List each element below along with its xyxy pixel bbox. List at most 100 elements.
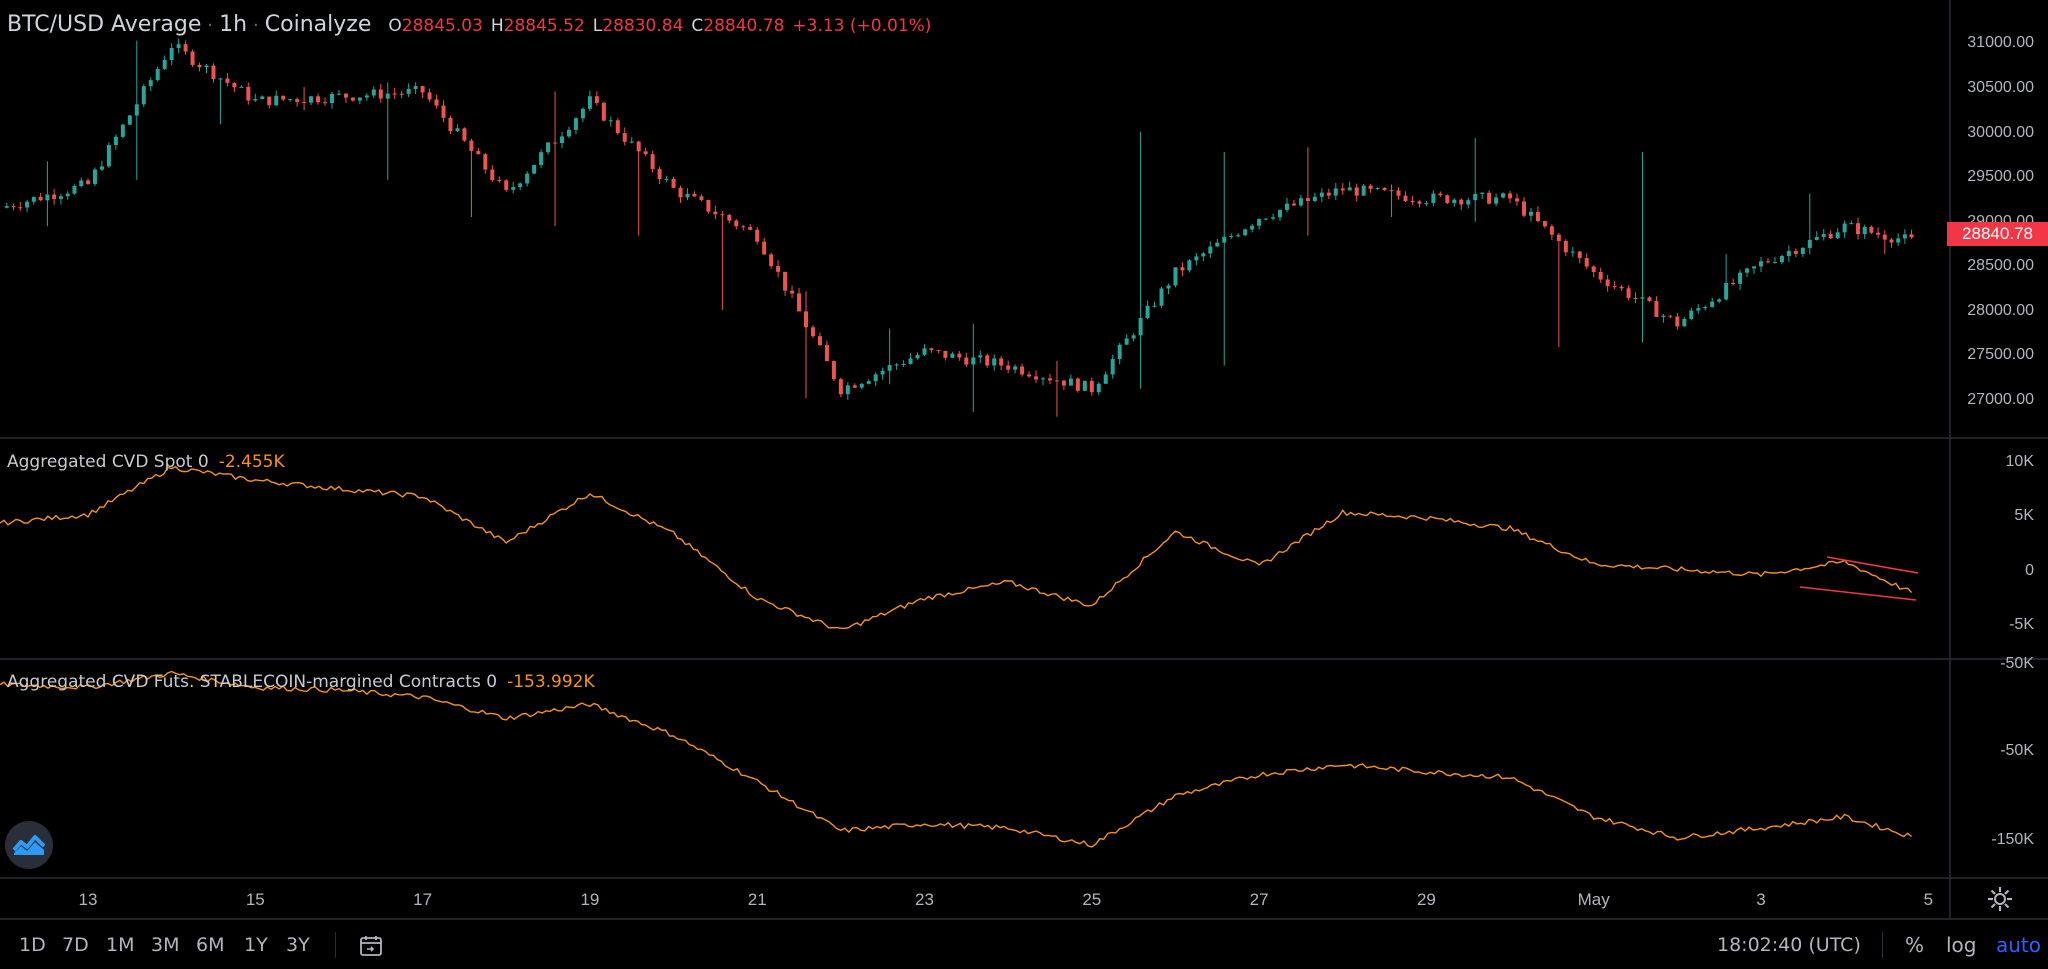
price-pane[interactable] (4, 38, 1914, 417)
candle-body[interactable] (852, 385, 857, 388)
candle-body[interactable] (1403, 195, 1408, 202)
cvd-futs-legend[interactable]: Aggregated CVD Futs. STABLECOIN-margined… (7, 672, 595, 692)
candle-body[interactable] (364, 95, 369, 98)
candle-body[interactable] (1034, 376, 1039, 380)
candle-body[interactable] (336, 93, 341, 95)
candle-body[interactable] (1326, 192, 1331, 196)
candle-body[interactable] (929, 348, 934, 351)
candle-body[interactable] (1047, 378, 1052, 381)
candle-body[interactable] (783, 271, 788, 291)
candle-body[interactable] (343, 93, 348, 98)
candle-body[interactable] (1675, 316, 1680, 327)
candle-body[interactable] (1703, 306, 1708, 309)
candle-body[interactable] (239, 86, 244, 88)
candle-body[interactable] (1027, 374, 1032, 377)
candle-body[interactable] (1194, 256, 1199, 261)
candle-body[interactable] (1598, 271, 1603, 280)
candle-body[interactable] (518, 183, 523, 188)
candle-body[interactable] (476, 150, 481, 155)
candle-body[interactable] (1082, 380, 1087, 391)
candle-body[interactable] (511, 187, 516, 190)
candle-body[interactable] (755, 229, 760, 242)
candle-body[interactable] (1869, 226, 1874, 233)
candle-body[interactable] (1382, 187, 1387, 191)
candle-body[interactable] (1487, 192, 1492, 204)
candle-body[interactable] (553, 142, 558, 144)
candle-body[interactable] (727, 214, 732, 221)
candle-body[interactable] (169, 48, 174, 61)
candle-body[interactable] (1584, 258, 1589, 267)
candle-body[interactable] (1452, 199, 1457, 204)
candle-body[interactable] (1208, 246, 1213, 254)
candle-body[interactable] (1284, 203, 1289, 210)
candle-body[interactable] (566, 129, 571, 137)
candle-body[interactable] (392, 93, 397, 95)
date-range-icon[interactable] (359, 935, 385, 957)
candle-body[interactable] (762, 241, 767, 255)
candle-body[interactable] (1814, 236, 1819, 240)
candle-body[interactable] (532, 164, 537, 174)
candle-body[interactable] (141, 86, 146, 105)
candle-body[interactable] (943, 350, 948, 358)
candle-body[interactable] (1180, 267, 1185, 271)
candle-body[interactable] (1466, 200, 1471, 205)
candle-body[interactable] (1633, 298, 1638, 300)
timeframe-1d[interactable]: 1D (19, 934, 46, 956)
timeframe-1m[interactable]: 1M (106, 934, 135, 956)
candle-body[interactable] (155, 69, 160, 81)
candle-body[interactable] (1902, 234, 1907, 239)
candle-body[interactable] (45, 194, 50, 201)
gear-icon[interactable] (1987, 886, 2013, 912)
candle-body[interactable] (776, 266, 781, 272)
candle-body[interactable] (1849, 223, 1854, 225)
candle-body[interactable] (350, 97, 355, 101)
candle-body[interactable] (1103, 374, 1108, 384)
candle-body[interactable] (859, 383, 864, 388)
candle-body[interactable] (1257, 218, 1262, 226)
candle-body[interactable] (1096, 383, 1101, 393)
candle-body[interactable] (978, 355, 983, 358)
candle-body[interactable] (225, 78, 230, 83)
candle-body[interactable] (148, 80, 153, 87)
candle-body[interactable] (713, 211, 718, 215)
candle-body[interactable] (908, 358, 913, 364)
candle-body[interactable] (1459, 199, 1464, 205)
candle-body[interactable] (1166, 285, 1171, 289)
candle-body[interactable] (720, 214, 725, 216)
candle-body[interactable] (810, 327, 815, 337)
candle-body[interactable] (38, 196, 43, 201)
candle-body[interactable] (11, 206, 16, 208)
candle-body[interactable] (1410, 201, 1415, 203)
candle-body[interactable] (4, 206, 9, 208)
candle-body[interactable] (797, 293, 802, 312)
candle-body[interactable] (1640, 297, 1645, 299)
candle-body[interactable] (664, 178, 669, 180)
candle-body[interactable] (1528, 211, 1533, 216)
candle-body[interactable] (162, 60, 167, 70)
candle-body[interactable] (1041, 378, 1046, 380)
utc-clock[interactable]: 18:02:40 (UTC) (1717, 934, 1861, 956)
candle-body[interactable] (79, 180, 84, 187)
candle-body[interactable] (441, 105, 446, 118)
candle-body[interactable] (134, 104, 139, 116)
candle-body[interactable] (1075, 378, 1080, 391)
candle-body[interactable] (267, 96, 272, 106)
candle-body[interactable] (1110, 359, 1115, 375)
candle-body[interactable] (880, 370, 885, 375)
candle-body[interactable] (769, 254, 774, 267)
candle-body[interactable] (1772, 262, 1777, 264)
candle-body[interactable] (1431, 193, 1436, 204)
candle-body[interactable] (204, 65, 209, 68)
candle-body[interactable] (1689, 310, 1694, 319)
candle-body[interactable] (1473, 193, 1478, 201)
candle-body[interactable] (1131, 335, 1136, 339)
candle-body[interactable] (790, 290, 795, 294)
candle-body[interactable] (483, 154, 488, 170)
candle-body[interactable] (1626, 288, 1631, 299)
candle-body[interactable] (1013, 366, 1018, 370)
candle-body[interactable] (1765, 261, 1770, 263)
candle-body[interactable] (1480, 192, 1485, 194)
candle-body[interactable] (643, 151, 648, 155)
candle-body[interactable] (887, 365, 892, 371)
candle-body[interactable] (1779, 255, 1784, 263)
